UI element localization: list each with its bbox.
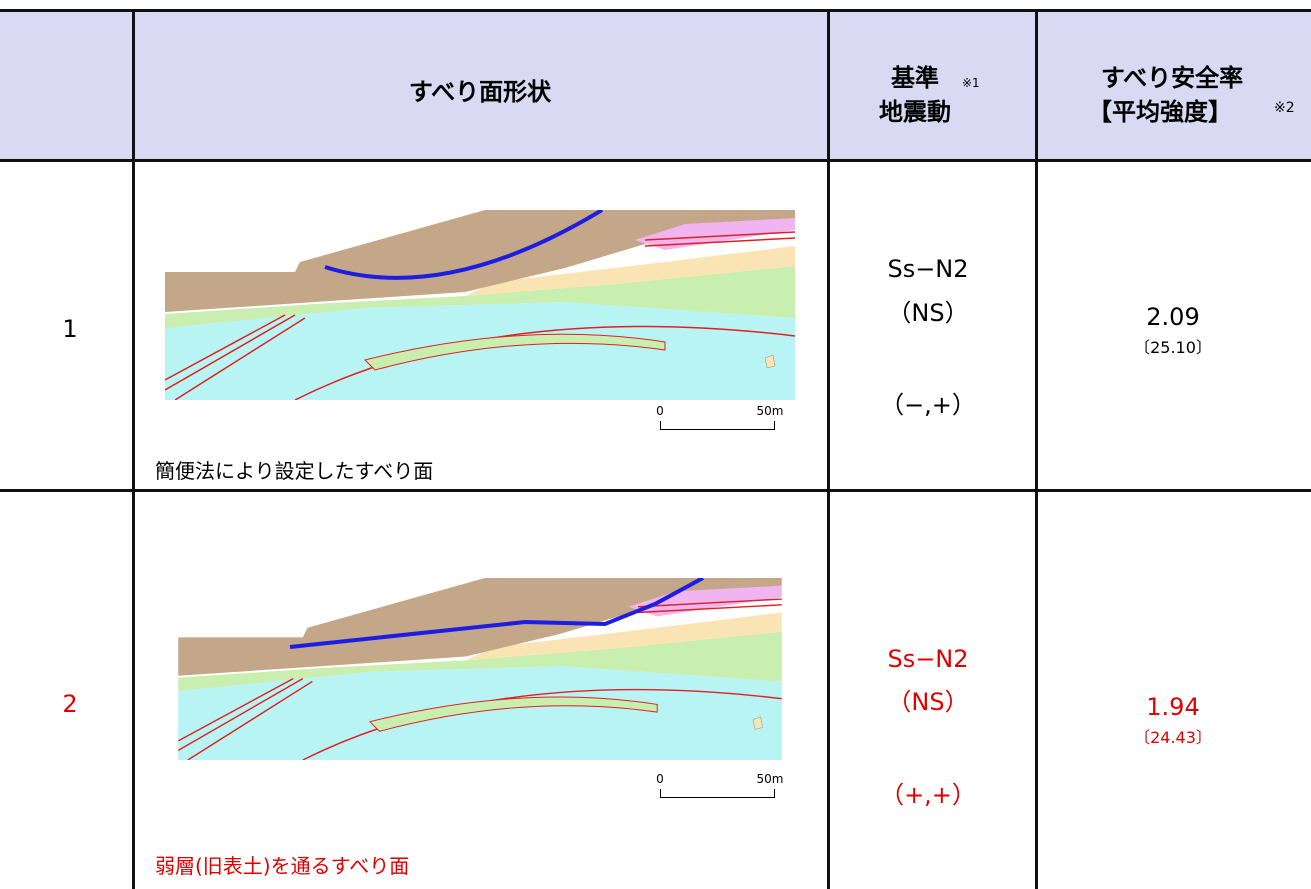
- factor: 2.09: [1146, 303, 1200, 331]
- header-safety: 【平均強度】: [1088, 98, 1232, 126]
- note: ※1: [962, 76, 980, 90]
- rule: [132, 10, 135, 889]
- caption: 簡便法により設定したすべり面: [155, 459, 434, 483]
- scale-bar: [660, 421, 775, 430]
- header-motion: 地震動: [879, 98, 951, 126]
- factor: 1.94: [1146, 693, 1200, 721]
- header-motion: 基準: [891, 64, 939, 92]
- rule: [0, 9, 1311, 12]
- header-bg: [0, 10, 1311, 160]
- rule: [827, 10, 830, 889]
- cross-section: [165, 210, 795, 400]
- motion: （+,+）: [880, 781, 976, 809]
- scale-label: 0: [656, 404, 664, 418]
- header-safety: すべり安全率: [1100, 64, 1244, 92]
- scale-label: 0: [656, 772, 664, 786]
- scale-label: 50m: [756, 404, 784, 418]
- motion: （NS）: [887, 299, 969, 327]
- rule: [0, 489, 1311, 492]
- motion: （NS）: [887, 688, 969, 716]
- factor-avg: 〔25.10〕: [1134, 338, 1212, 357]
- rule: [0, 159, 1311, 162]
- factor-avg: 〔24.43〕: [1134, 728, 1212, 747]
- motion: Ss−N2: [887, 255, 969, 283]
- rule: [1035, 10, 1038, 889]
- row-no: 1: [62, 315, 78, 343]
- row-no: 2: [62, 690, 78, 718]
- note: ※2: [1274, 100, 1295, 116]
- scale-bar: [660, 789, 775, 798]
- motion: Ss−N2: [887, 645, 969, 673]
- header-shape: すべり面形状: [408, 78, 552, 106]
- motion: （−,+）: [880, 391, 976, 419]
- caption: 弱層(旧表土)を通るすべり面: [155, 854, 410, 878]
- cross-section: [165, 578, 795, 760]
- scale-label: 50m: [756, 772, 784, 786]
